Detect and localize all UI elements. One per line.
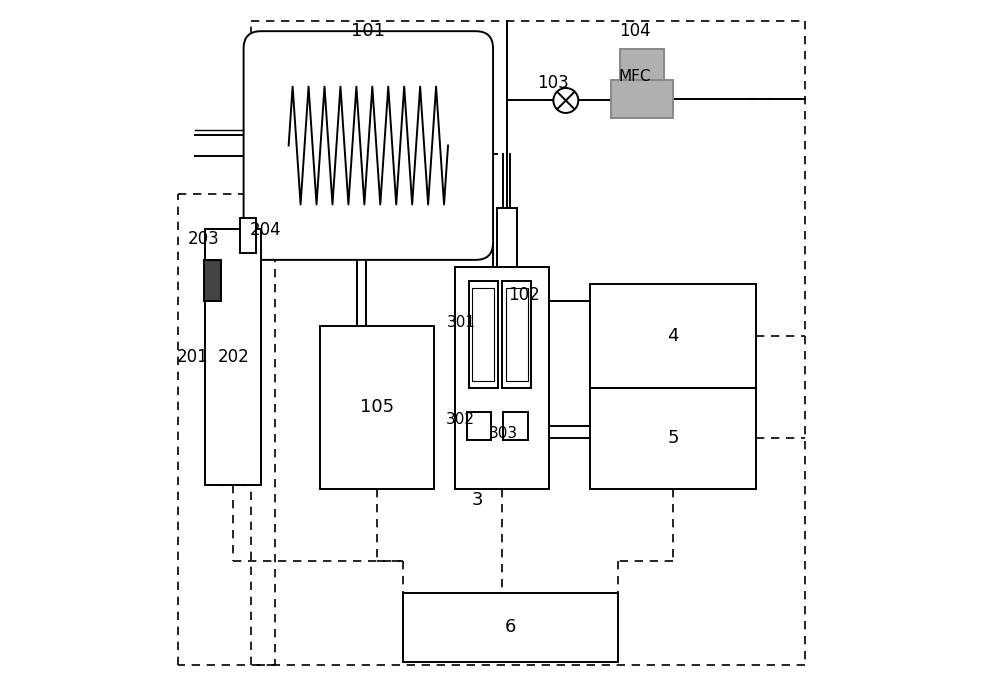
Bar [455, 267, 549, 489]
Bar [611, 80, 673, 118]
Bar [620, 49, 664, 80]
Text: 105: 105 [360, 398, 394, 416]
Text: 104: 104 [619, 22, 651, 40]
Bar [503, 412, 528, 440]
Text: 4: 4 [668, 327, 679, 345]
Bar [472, 288, 494, 381]
Bar [590, 388, 756, 489]
Text: 102: 102 [508, 286, 540, 304]
Text: 202: 202 [217, 348, 249, 366]
Bar [506, 288, 528, 381]
Text: 3: 3 [472, 491, 484, 509]
Bar [467, 412, 491, 440]
Bar [497, 208, 517, 388]
Bar [590, 284, 756, 388]
Text: 103: 103 [537, 74, 569, 92]
Text: 201: 201 [177, 348, 209, 366]
Text: MFC: MFC [619, 69, 651, 84]
Text: 303: 303 [489, 426, 518, 441]
Bar [469, 281, 498, 388]
Bar [205, 229, 261, 485]
Bar [403, 593, 618, 662]
Text: 204: 204 [250, 221, 282, 239]
FancyBboxPatch shape [244, 31, 493, 260]
Bar [240, 218, 256, 253]
Bar [320, 326, 434, 489]
Text: 203: 203 [188, 230, 220, 248]
Circle shape [553, 88, 578, 113]
Text: 5: 5 [668, 429, 679, 447]
Text: 302: 302 [446, 412, 475, 427]
Bar [204, 260, 221, 301]
Text: 101: 101 [351, 22, 385, 40]
Bar [502, 281, 531, 388]
Text: 301: 301 [447, 315, 476, 330]
Text: 6: 6 [505, 618, 516, 636]
